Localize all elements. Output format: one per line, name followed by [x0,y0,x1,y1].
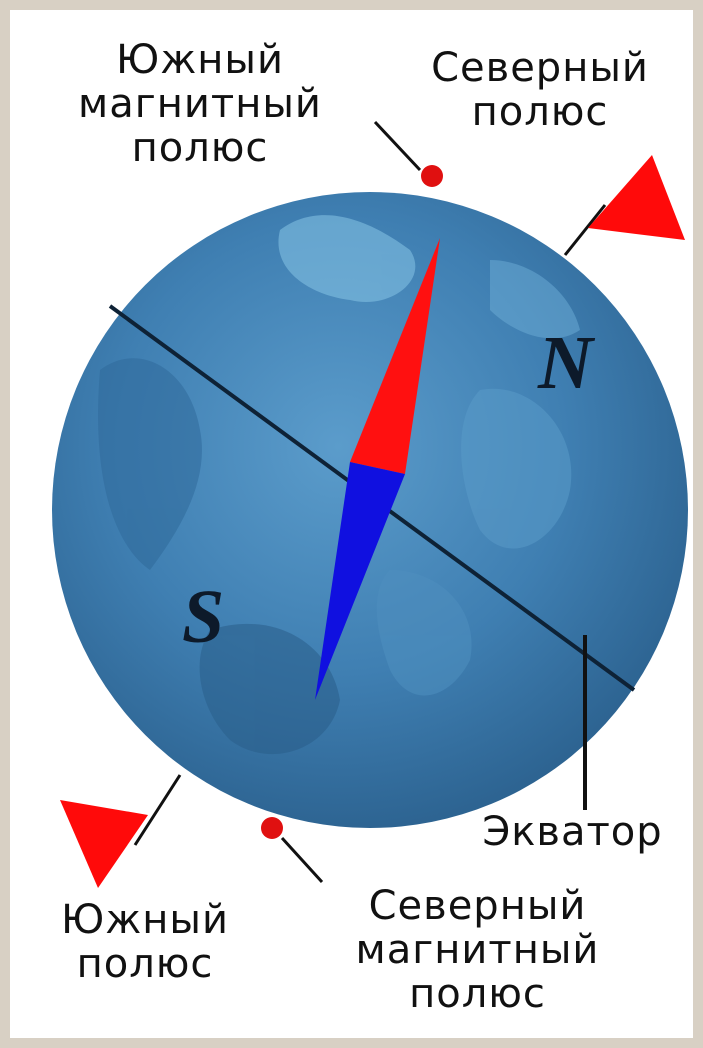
label-line: полюс [131,125,269,171]
label-line: Северный [431,45,649,91]
label-south-geo-pole: Южный полюс [30,898,260,986]
label-line: полюс [409,971,546,1017]
label-line: Экватор [482,809,663,855]
label-south-magnetic-pole: Южный магнитный полюс [40,38,360,170]
label-equator: Экватор [455,810,690,854]
label-line: магнитный [355,927,600,973]
n-letter: N [537,321,596,405]
north-magnetic-leader [280,836,324,884]
north-flag-pole [563,204,607,256]
label-line: Южный [116,37,284,83]
south-flag-pole [133,774,182,846]
label-north-magnetic-pole: Северный магнитный полюс [315,884,640,1016]
diagram-canvas: N S Южный магнитный полюс Северный полюс… [10,10,693,1038]
label-line: полюс [76,941,214,987]
label-line: Южный [61,897,229,943]
continents [98,215,580,755]
label-north-geo-pole: Северный полюс [395,46,685,134]
label-line: полюс [471,89,609,135]
south-flag [60,800,148,888]
south-magnetic-leader [373,120,422,172]
label-line: Северный [368,883,587,929]
north-magnetic-dot [261,817,283,839]
needle-north-half [350,238,440,474]
south-magnetic-dot [421,165,443,187]
needle-south-half [315,462,405,700]
north-flag [588,155,685,240]
label-line: магнитный [78,81,322,127]
s-letter: S [182,575,224,659]
globe-diagram: N S [52,120,688,888]
